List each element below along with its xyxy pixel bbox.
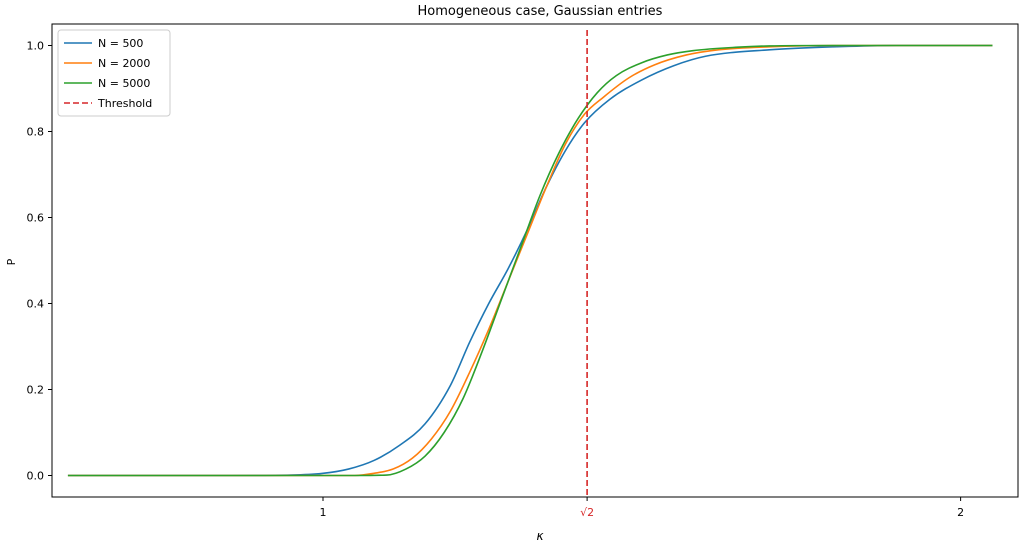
series-line-2 — [67, 44, 993, 477]
chart-title: Homogeneous case, Gaussian entries — [418, 4, 663, 19]
legend: N = 500 N = 2000 N = 5000 Threshold — [57, 29, 171, 117]
y-axis-label: P — [5, 258, 18, 265]
y-tick-label: 1.0 — [27, 40, 45, 53]
legend-label: Threshold — [97, 97, 152, 110]
x-tick-label: √2 — [580, 506, 594, 519]
y-axis-ticks: 0.0 0.2 0.4 0.6 0.8 1.0 — [27, 40, 52, 483]
x-axis-ticks: 1 √2 2 — [319, 497, 964, 519]
x-tick-label: 2 — [957, 506, 964, 519]
y-tick-label: 0.4 — [27, 298, 45, 311]
legend-box — [57, 29, 171, 117]
axes-frame — [51, 23, 1019, 498]
series-line-3 — [67, 44, 993, 477]
y-tick-label: 0.8 — [27, 126, 45, 139]
y-tick-label: 0.2 — [27, 384, 45, 397]
legend-label: N = 2000 — [98, 57, 150, 70]
x-tick-label: 1 — [319, 506, 326, 519]
series-line-1 — [67, 44, 993, 477]
legend-label: N = 5000 — [98, 77, 150, 90]
plot-area — [67, 30, 993, 497]
legend-label: N = 500 — [98, 37, 143, 50]
y-tick-label: 0.6 — [27, 212, 45, 225]
y-tick-label: 0.0 — [27, 470, 45, 483]
x-axis-label: κ — [536, 529, 544, 543]
